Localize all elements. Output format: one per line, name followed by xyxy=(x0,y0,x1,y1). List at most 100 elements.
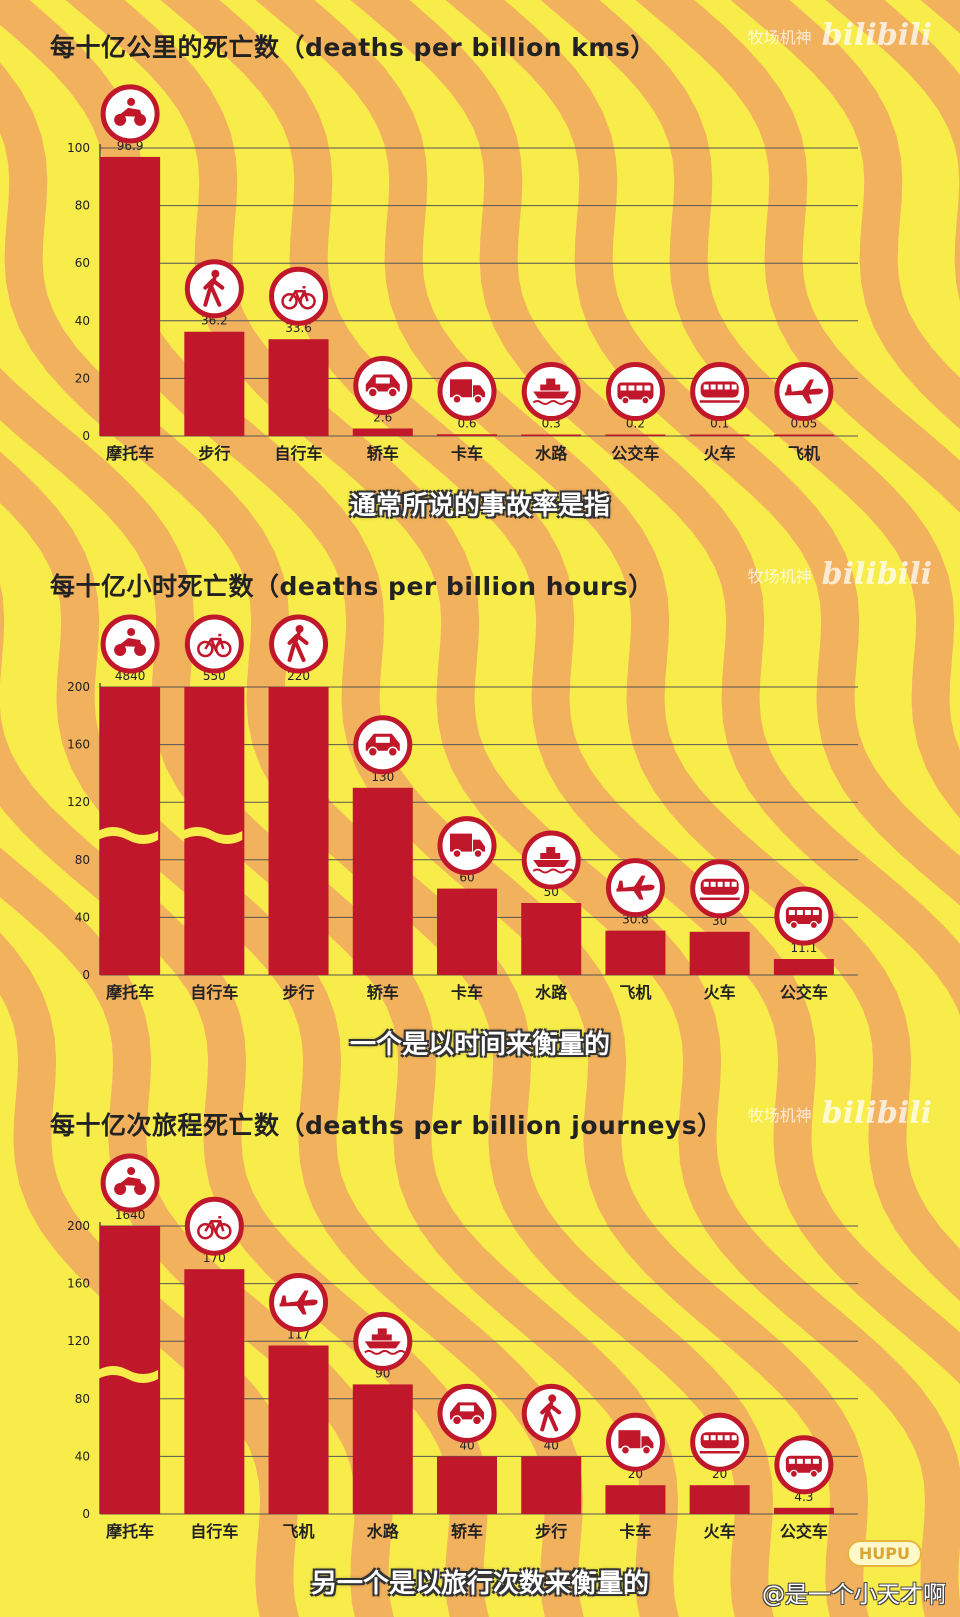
video-subtitle: 通常所说的事故率是指 xyxy=(349,491,610,521)
background-stripe xyxy=(730,0,960,430)
airplane-icon xyxy=(774,362,834,421)
bar xyxy=(605,1485,666,1514)
bicycle-icon xyxy=(184,614,244,674)
hupu-logo: HUPU xyxy=(846,1540,922,1567)
y-tick-label: 40 xyxy=(75,1449,90,1463)
axis-break-mark xyxy=(98,827,159,844)
bus-icon xyxy=(774,886,834,946)
bar xyxy=(352,428,413,436)
chart-panel-kms: 每十亿公里的死亡数（deaths per billion kms） 牧场机神 b… xyxy=(0,0,960,539)
category-label: 摩托车 xyxy=(106,444,154,463)
truck-icon xyxy=(605,1412,665,1472)
y-tick-label: 200 xyxy=(67,1219,90,1233)
category-label: 火车 xyxy=(704,444,736,463)
background-stripe xyxy=(65,0,960,1617)
bar xyxy=(773,434,834,436)
category-label: 水路 xyxy=(367,1522,400,1541)
axis-break-mark xyxy=(182,827,243,844)
car-icon xyxy=(353,356,413,416)
chart-panel-journeys: 每十亿次旅程死亡数（deaths per billion journeys） 牧… xyxy=(0,1078,960,1617)
category-label: 火车 xyxy=(704,983,736,1002)
ship-icon xyxy=(521,362,581,421)
pedestrian-icon xyxy=(184,259,244,319)
bar xyxy=(773,1507,834,1514)
bar xyxy=(689,434,750,436)
y-tick-label: 0 xyxy=(82,1507,90,1521)
pedestrian-icon xyxy=(521,1383,581,1443)
watermark-channel: 牧场机神 xyxy=(747,566,812,586)
category-label: 水路 xyxy=(535,444,568,463)
category-label: 步行 xyxy=(535,1522,567,1541)
truck-icon xyxy=(437,361,497,421)
bar xyxy=(689,1485,750,1514)
bar xyxy=(605,930,666,975)
background-stripe xyxy=(445,0,960,906)
y-tick-label: 0 xyxy=(82,968,90,982)
train-icon xyxy=(690,859,750,919)
bar xyxy=(268,687,329,975)
y-tick-label: 60 xyxy=(75,256,90,270)
bar xyxy=(184,331,245,436)
y-tick-label: 200 xyxy=(67,680,90,694)
y-tick-label: 160 xyxy=(67,738,90,752)
y-tick-label: 160 xyxy=(67,1277,90,1291)
chart-title: 每十亿公里的死亡数（deaths per billion kms） xyxy=(50,33,656,62)
watermark: 牧场机神 bilibili xyxy=(748,18,932,53)
category-label: 飞机 xyxy=(619,983,651,1002)
bar xyxy=(352,787,413,975)
axis-break-mark xyxy=(98,1366,159,1383)
watermark-channel: 牧场机神 xyxy=(747,1105,812,1125)
watermark-channel: 牧场机神 xyxy=(747,27,812,47)
y-tick-label: 100 xyxy=(67,141,90,155)
bilibili-logo: bilibili xyxy=(821,1096,932,1131)
watermark: 牧场机神 bilibili xyxy=(748,1096,932,1131)
bar xyxy=(437,434,497,436)
bus-icon xyxy=(605,362,665,421)
bicycle-icon xyxy=(269,266,329,326)
background-stripe xyxy=(350,0,960,1016)
value-label: 4840 xyxy=(115,669,146,683)
bar xyxy=(352,1384,413,1514)
background-stripe xyxy=(540,0,960,819)
category-label: 卡车 xyxy=(451,444,483,463)
watermark: 牧场机神 bilibili xyxy=(748,557,932,592)
bar xyxy=(268,339,329,436)
background-stripe xyxy=(255,0,960,1301)
y-tick-label: 80 xyxy=(75,853,90,867)
category-label: 飞机 xyxy=(788,444,820,463)
category-label: 步行 xyxy=(283,983,315,1002)
category-label: 轿车 xyxy=(367,983,399,1002)
value-label: 1640 xyxy=(115,1208,146,1222)
car-icon xyxy=(353,715,413,775)
category-label: 摩托车 xyxy=(106,983,154,1002)
car-icon xyxy=(437,1383,497,1443)
bar xyxy=(773,959,834,975)
ship-icon xyxy=(353,1311,413,1371)
video-subtitle: 另一个是以旅行次数来衡量的 xyxy=(310,1569,649,1599)
bilibili-logo: bilibili xyxy=(821,18,932,53)
pedestrian-icon xyxy=(269,614,329,674)
background-stripe xyxy=(160,0,960,1384)
y-tick-label: 80 xyxy=(75,199,90,213)
bar-chart-journeys: 040801201602001640摩托车170自行车117飞机90水路40轿车… xyxy=(67,1153,858,1541)
y-tick-label: 40 xyxy=(75,314,90,328)
bar xyxy=(521,1456,582,1514)
y-tick-label: 120 xyxy=(67,795,90,809)
category-label: 卡车 xyxy=(451,983,483,1002)
category-label: 火车 xyxy=(704,1522,736,1541)
motorcycle-icon xyxy=(100,84,160,144)
video-subtitle: 一个是以时间来衡量的 xyxy=(349,1030,610,1060)
bar xyxy=(437,1456,497,1514)
category-label: 自行车 xyxy=(275,444,323,463)
category-label: 卡车 xyxy=(619,1522,651,1541)
bar xyxy=(100,156,161,437)
bus-icon xyxy=(774,1435,834,1495)
chart-panel-hours: 每十亿小时死亡数（deaths per billion hours） 牧场机神 … xyxy=(0,539,960,1078)
train-icon xyxy=(690,362,750,421)
bar-chart-hours: 040801201602004840摩托车550自行车220步行130轿车60卡… xyxy=(67,614,858,1002)
category-label: 公交车 xyxy=(611,444,659,463)
category-label: 摩托车 xyxy=(106,1522,154,1541)
y-tick-label: 80 xyxy=(75,1392,90,1406)
category-label: 轿车 xyxy=(367,444,399,463)
bar xyxy=(184,1269,245,1514)
